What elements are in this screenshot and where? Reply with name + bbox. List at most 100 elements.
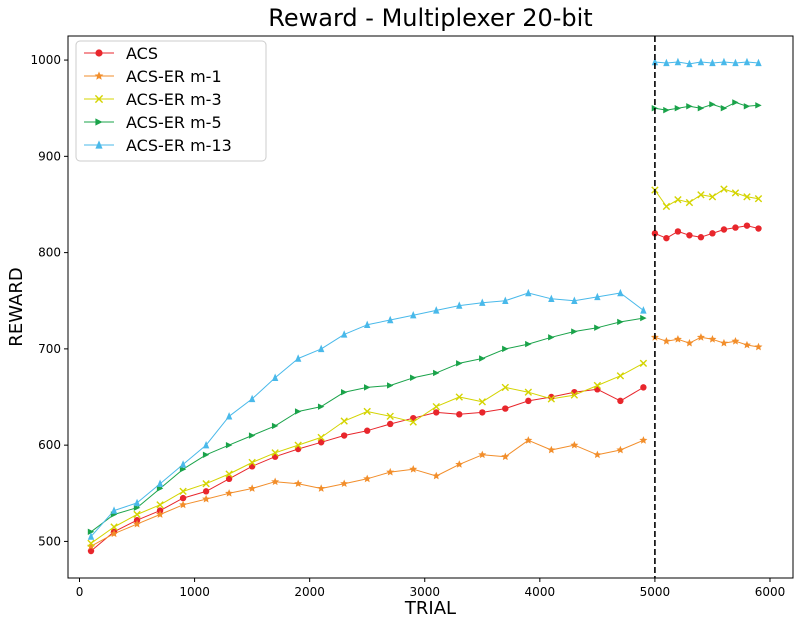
data-point-0: [202, 488, 210, 495]
data-point-1: [340, 479, 349, 488]
data-point-2: [731, 189, 740, 197]
chart-title: Reward - Multiplexer 20-bit: [268, 4, 592, 32]
y-tick-label: 600: [38, 438, 61, 452]
data-point-1: [593, 450, 602, 459]
data-point-2: [133, 510, 141, 519]
data-point-1: [662, 336, 671, 345]
data-point-4: [387, 315, 394, 324]
data-point-0: [709, 230, 716, 237]
data-point-4: [709, 58, 716, 67]
x-tick-label: 6000: [755, 585, 786, 599]
data-point-1: [133, 519, 142, 528]
legend-entry-label: ACS-ER m-1: [126, 67, 222, 86]
data-point-1: [363, 474, 372, 483]
series-line-3: [90, 317, 644, 533]
data-point-1: [524, 436, 533, 444]
data-point-0: [720, 226, 728, 233]
data-point-0: [697, 234, 705, 241]
data-point-0: [387, 420, 394, 428]
data-point-3: [663, 106, 670, 114]
data-point-2: [547, 395, 556, 403]
data-point-4: [617, 288, 624, 297]
data-point-3: [479, 355, 486, 362]
data-point-1: [455, 460, 464, 468]
data-point-0: [340, 432, 348, 439]
data-point-0: [225, 475, 233, 483]
data-point-0: [525, 397, 532, 405]
data-point-0: [686, 232, 693, 239]
x-tick-label: 4000: [525, 585, 556, 599]
data-point-4: [686, 59, 693, 68]
x-tick-label: 2000: [294, 585, 325, 599]
data-point-3: [340, 388, 348, 396]
data-point-2: [317, 433, 325, 442]
data-point-4: [271, 373, 279, 381]
data-point-4: [364, 320, 371, 329]
legend-entry-label: ACS-ER m-5: [126, 113, 222, 132]
data-point-4: [179, 460, 187, 468]
data-point-2: [593, 381, 602, 390]
x-tick-label: 5000: [640, 585, 671, 599]
data-point-4: [294, 354, 302, 362]
data-point-0: [755, 225, 762, 232]
data-point-3: [225, 441, 233, 449]
data-point-4: [548, 294, 555, 303]
data-point-4: [456, 301, 463, 309]
data-point-4: [525, 288, 532, 297]
data-point-1: [202, 494, 211, 503]
data-point-4: [732, 58, 739, 67]
data-point-1: [317, 484, 326, 492]
data-point-3: [617, 318, 624, 326]
series-line-1: [90, 439, 644, 547]
data-point-4: [697, 57, 705, 66]
data-point-4: [156, 479, 164, 487]
data-point-3: [156, 485, 164, 492]
data-point-4: [663, 58, 670, 67]
data-point-2: [662, 202, 671, 211]
data-point-0: [433, 409, 440, 416]
data-point-3: [709, 101, 716, 108]
series-line-4: [654, 61, 759, 65]
data-point-3: [697, 105, 705, 112]
data-point-2: [202, 479, 210, 488]
data-point-0: [456, 411, 463, 418]
data-point-1: [754, 342, 763, 351]
y-tick-label: 800: [38, 246, 61, 260]
y-tick-label: 500: [38, 534, 61, 548]
data-point-2: [87, 539, 95, 548]
data-point-3: [456, 360, 463, 367]
y-axis-label: REWARD: [6, 267, 27, 346]
series-line-4: [90, 292, 644, 537]
data-point-4: [755, 58, 762, 67]
plot-frame: [67, 35, 794, 579]
data-point-2: [674, 195, 682, 204]
data-point-1: [87, 542, 96, 550]
legend-swatch-marker: [94, 71, 104, 80]
data-point-1: [386, 467, 395, 476]
data-point-4: [410, 310, 417, 319]
data-point-2: [248, 458, 256, 467]
data-point-3: [248, 432, 256, 439]
data-point-1: [248, 484, 257, 492]
data-point-1: [501, 452, 510, 461]
data-point-1: [179, 500, 188, 509]
x-tick-label: 1000: [179, 585, 210, 599]
data-point-4: [133, 498, 141, 507]
data-point-2: [225, 470, 233, 478]
data-point-4: [317, 344, 325, 353]
data-point-3: [686, 103, 693, 110]
legend-swatch-marker: [95, 140, 103, 149]
data-point-4: [743, 57, 751, 66]
data-point-3: [364, 384, 371, 391]
data-point-4: [340, 330, 348, 338]
data-point-0: [617, 397, 624, 405]
series-line-0: [654, 225, 759, 239]
data-point-3: [271, 422, 279, 430]
data-point-1: [294, 479, 303, 488]
data-point-2: [697, 191, 705, 199]
data-point-1: [708, 335, 717, 343]
data-point-1: [478, 450, 487, 459]
data-point-3: [87, 528, 95, 535]
data-point-0: [651, 230, 659, 237]
data-point-2: [639, 359, 648, 368]
